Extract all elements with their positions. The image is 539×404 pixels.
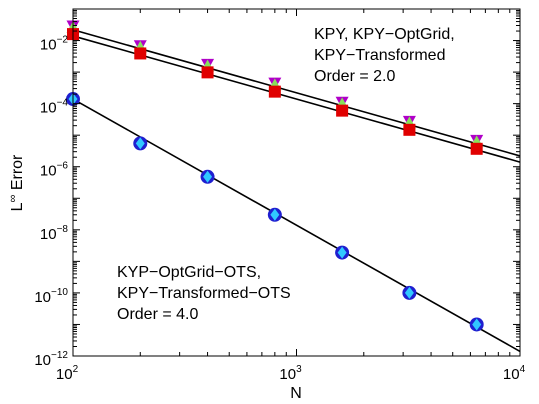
annotation-order-2-line-2: KPY−Transformed: [314, 47, 445, 64]
x-tick-label-3: 104: [503, 364, 526, 383]
y-tick-label-exp: −10: [51, 287, 68, 298]
data-markers: [66, 20, 484, 332]
square-marker-5: [336, 104, 349, 117]
diamond-marker-7: [472, 318, 482, 331]
annotation-order-4-line-1: KYP−OptGrid−OTS,: [117, 264, 261, 281]
x-tick-labels: 102 103 104: [56, 364, 526, 383]
annotation-order-4-line-3: Order = 4.0: [117, 306, 198, 323]
annotation-order-4-line-2: KPY−Transformed−OTS: [117, 285, 291, 302]
y-tick-label-base: 10: [40, 37, 57, 54]
y-tick-label-4: 10−8: [40, 224, 69, 243]
square-marker-7: [470, 142, 483, 155]
plot-frame: [72, 8, 521, 357]
x-tick-label-2: 103: [279, 364, 302, 383]
x-tick-label-base: 10: [56, 366, 73, 383]
diamond-marker-5: [337, 246, 347, 259]
y-tick-label-base: 10: [40, 163, 57, 180]
fit-line-3: [72, 98, 521, 353]
annotation-order-2-line-3: Order = 2.0: [314, 68, 395, 85]
y-tick-label-5: 10−10: [34, 287, 68, 306]
fit-lines: [72, 28, 521, 353]
y-tick-label-base: 10: [34, 289, 51, 306]
y-tick-label-1: 10−2: [40, 35, 69, 54]
diamond-marker-2: [135, 137, 145, 150]
annotation-order-4: KYP−OptGrid−OTS, KPY−Transformed−OTS Ord…: [117, 264, 295, 323]
diamond-marker-6: [404, 286, 414, 299]
annotation-order-2: KPY, KPY−OptGrid, KPY−Transformed Order …: [314, 26, 459, 85]
y-axis-label-sup: ∞: [7, 195, 19, 203]
annotation-order-2-line-1: KPY, KPY−OptGrid,: [314, 26, 455, 43]
axis-ticks: [72, 9, 520, 357]
x-tick-label-1: 102: [56, 364, 79, 383]
diamond-marker-3: [203, 170, 213, 183]
y-tick-label-exp: −4: [57, 98, 69, 109]
diamond-marker-4: [270, 208, 280, 221]
square-marker-6: [403, 123, 416, 136]
x-tick-label-exp: 4: [520, 364, 526, 375]
x-tick-label-exp: 2: [73, 364, 79, 375]
y-axis-label-tail: Error: [9, 154, 26, 195]
y-tick-label-exp: −2: [57, 35, 69, 46]
y-tick-label-exp: −6: [57, 161, 69, 172]
y-tick-label-6: 10−12: [34, 350, 68, 369]
fit-line-2: [72, 35, 521, 163]
square-marker-4: [268, 85, 281, 98]
y-tick-label-2: 10−4: [40, 98, 69, 117]
y-axis-label: L∞ Error: [7, 154, 26, 211]
square-marker-3: [201, 66, 214, 79]
y-axis-label-base: L: [9, 202, 26, 211]
y-tick-label-3: 10−6: [40, 161, 69, 180]
x-tick-label-base: 10: [279, 366, 296, 383]
x-tick-label-exp: 3: [296, 364, 302, 375]
x-axis-label: N: [290, 385, 302, 402]
square-marker-2: [134, 47, 147, 60]
x-tick-label-base: 10: [503, 366, 520, 383]
y-tick-label-exp: −8: [57, 224, 69, 235]
fit-line-1: [72, 28, 521, 157]
y-tick-label-base: 10: [40, 226, 57, 243]
y-tick-label-exp: −12: [51, 350, 68, 361]
y-tick-label-base: 10: [40, 100, 57, 117]
y-tick-label-base: 10: [34, 352, 51, 369]
